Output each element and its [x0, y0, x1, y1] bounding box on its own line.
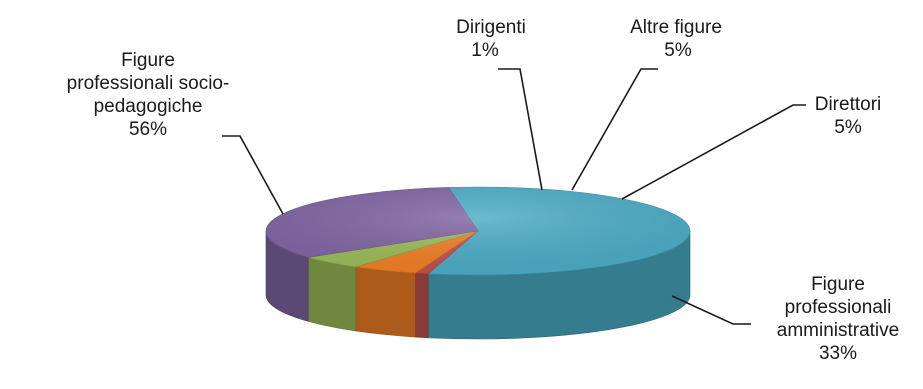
pie-sides	[265, 230, 691, 340]
leader-line-dirigenti	[498, 68, 543, 191]
slice-value-figure-professionali-socio-pedagogiche: 56%	[129, 119, 167, 140]
slice-labels: Figure professionali socio-pedagogiche56%…	[67, 17, 900, 364]
slice-label-direttori: Direttori	[815, 94, 882, 115]
leader-lines	[222, 68, 806, 325]
slice-label-dirigenti: Dirigenti	[456, 17, 526, 38]
slice-value-altre-figure: 5%	[664, 40, 692, 61]
slice-label-figure-professionali-socio-pedagogiche: Figure professionali socio-pedagogiche	[67, 50, 230, 117]
pie-side-dirigenti	[415, 272, 429, 339]
pie-top-sheen	[266, 187, 690, 275]
slice-label-figure-professionali-amministrative: Figure professionali amministrative	[777, 274, 899, 341]
slice-label-altre-figure: Altre figure	[630, 17, 722, 38]
leader-line-figure-professionali-socio-pedagogiche	[222, 135, 284, 215]
pie-side-direttori	[307, 256, 357, 332]
leader-line-altre-figure	[571, 68, 658, 191]
slice-value-direttori: 5%	[834, 117, 862, 138]
leader-line-direttori	[621, 104, 806, 200]
slice-value-figure-professionali-amministrative: 33%	[819, 343, 857, 364]
leader-line-figure-professionali-amministrative	[671, 295, 751, 325]
slice-value-dirigenti: 1%	[471, 40, 499, 61]
pie-tops	[265, 186, 691, 276]
pie-side-altre-figure	[355, 266, 416, 338]
